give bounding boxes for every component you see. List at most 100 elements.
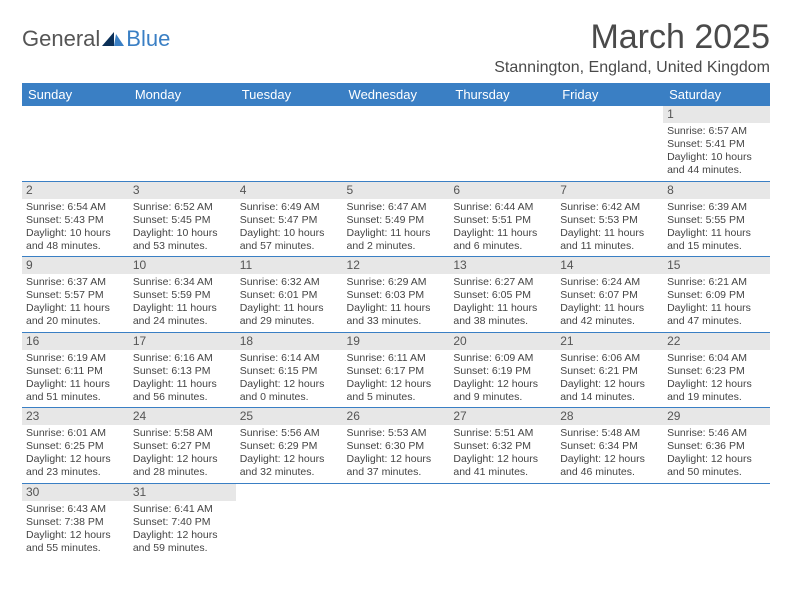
- sunset-text: Sunset: 6:13 PM: [133, 365, 232, 378]
- day-number: 12: [343, 257, 450, 274]
- sunrise-text: Sunrise: 6:19 AM: [26, 352, 125, 365]
- sunset-text: Sunset: 6:17 PM: [347, 365, 446, 378]
- sunset-text: Sunset: 6:32 PM: [453, 440, 552, 453]
- calendar-day-cell: 5Sunrise: 6:47 AMSunset: 5:49 PMDaylight…: [343, 181, 450, 257]
- calendar-day-cell: 21Sunrise: 6:06 AMSunset: 6:21 PMDayligh…: [556, 332, 663, 408]
- calendar-day-cell: [343, 106, 450, 181]
- sunset-text: Sunset: 6:03 PM: [347, 289, 446, 302]
- daylight-text: Daylight: 11 hours and 20 minutes.: [26, 302, 125, 328]
- calendar-day-cell: [343, 483, 450, 558]
- calendar-day-cell: 20Sunrise: 6:09 AMSunset: 6:19 PMDayligh…: [449, 332, 556, 408]
- calendar-day-cell: [22, 106, 129, 181]
- day-number: 7: [556, 182, 663, 199]
- daylight-text: Daylight: 11 hours and 56 minutes.: [133, 378, 232, 404]
- day-number: 31: [129, 484, 236, 501]
- weekday-header: Wednesday: [343, 83, 450, 106]
- calendar-day-cell: 22Sunrise: 6:04 AMSunset: 6:23 PMDayligh…: [663, 332, 770, 408]
- day-number: 29: [663, 408, 770, 425]
- sunrise-text: Sunrise: 6:06 AM: [560, 352, 659, 365]
- sunrise-text: Sunrise: 6:01 AM: [26, 427, 125, 440]
- calendar-week-row: 30Sunrise: 6:43 AMSunset: 7:38 PMDayligh…: [22, 483, 770, 558]
- calendar-day-cell: 16Sunrise: 6:19 AMSunset: 6:11 PMDayligh…: [22, 332, 129, 408]
- sunset-text: Sunset: 5:45 PM: [133, 214, 232, 227]
- sunset-text: Sunset: 6:21 PM: [560, 365, 659, 378]
- day-number: 11: [236, 257, 343, 274]
- calendar-day-cell: 14Sunrise: 6:24 AMSunset: 6:07 PMDayligh…: [556, 257, 663, 333]
- sunset-text: Sunset: 6:15 PM: [240, 365, 339, 378]
- day-details: Sunrise: 6:39 AMSunset: 5:55 PMDaylight:…: [663, 199, 770, 257]
- calendar-day-cell: 26Sunrise: 5:53 AMSunset: 6:30 PMDayligh…: [343, 408, 450, 484]
- daylight-text: Daylight: 10 hours and 48 minutes.: [26, 227, 125, 253]
- sunrise-text: Sunrise: 6:27 AM: [453, 276, 552, 289]
- day-number: 3: [129, 182, 236, 199]
- sunset-text: Sunset: 6:23 PM: [667, 365, 766, 378]
- sunset-text: Sunset: 5:57 PM: [26, 289, 125, 302]
- day-number: 24: [129, 408, 236, 425]
- day-number: 1: [663, 106, 770, 123]
- month-title: March 2025: [494, 18, 770, 57]
- calendar-day-cell: 17Sunrise: 6:16 AMSunset: 6:13 PMDayligh…: [129, 332, 236, 408]
- day-number: 25: [236, 408, 343, 425]
- sunrise-text: Sunrise: 5:51 AM: [453, 427, 552, 440]
- brand-logo: General Blue: [22, 26, 170, 52]
- day-details: Sunrise: 6:27 AMSunset: 6:05 PMDaylight:…: [449, 274, 556, 332]
- sunset-text: Sunset: 6:05 PM: [453, 289, 552, 302]
- day-details: Sunrise: 6:42 AMSunset: 5:53 PMDaylight:…: [556, 199, 663, 257]
- calendar-day-cell: 9Sunrise: 6:37 AMSunset: 5:57 PMDaylight…: [22, 257, 129, 333]
- calendar-day-cell: 19Sunrise: 6:11 AMSunset: 6:17 PMDayligh…: [343, 332, 450, 408]
- sunrise-text: Sunrise: 6:32 AM: [240, 276, 339, 289]
- day-details: Sunrise: 5:53 AMSunset: 6:30 PMDaylight:…: [343, 425, 450, 483]
- day-number: 6: [449, 182, 556, 199]
- sunrise-text: Sunrise: 6:29 AM: [347, 276, 446, 289]
- calendar-day-cell: 15Sunrise: 6:21 AMSunset: 6:09 PMDayligh…: [663, 257, 770, 333]
- sunset-text: Sunset: 6:09 PM: [667, 289, 766, 302]
- day-number: 23: [22, 408, 129, 425]
- sunset-text: Sunset: 7:38 PM: [26, 516, 125, 529]
- calendar-day-cell: 11Sunrise: 6:32 AMSunset: 6:01 PMDayligh…: [236, 257, 343, 333]
- weekday-header: Sunday: [22, 83, 129, 106]
- weekday-header: Friday: [556, 83, 663, 106]
- calendar-day-cell: 10Sunrise: 6:34 AMSunset: 5:59 PMDayligh…: [129, 257, 236, 333]
- calendar-day-cell: 28Sunrise: 5:48 AMSunset: 6:34 PMDayligh…: [556, 408, 663, 484]
- sunrise-text: Sunrise: 6:39 AM: [667, 201, 766, 214]
- title-block: March 2025 Stannington, England, United …: [494, 18, 770, 77]
- sunset-text: Sunset: 6:34 PM: [560, 440, 659, 453]
- day-details: Sunrise: 6:14 AMSunset: 6:15 PMDaylight:…: [236, 350, 343, 408]
- sunrise-text: Sunrise: 6:34 AM: [133, 276, 232, 289]
- sunrise-text: Sunrise: 6:42 AM: [560, 201, 659, 214]
- calendar-day-cell: 25Sunrise: 5:56 AMSunset: 6:29 PMDayligh…: [236, 408, 343, 484]
- day-details: Sunrise: 5:46 AMSunset: 6:36 PMDaylight:…: [663, 425, 770, 483]
- sunrise-text: Sunrise: 6:11 AM: [347, 352, 446, 365]
- daylight-text: Daylight: 11 hours and 2 minutes.: [347, 227, 446, 253]
- sunrise-text: Sunrise: 5:53 AM: [347, 427, 446, 440]
- day-details: Sunrise: 6:32 AMSunset: 6:01 PMDaylight:…: [236, 274, 343, 332]
- calendar-day-cell: 6Sunrise: 6:44 AMSunset: 5:51 PMDaylight…: [449, 181, 556, 257]
- page-header: General Blue March 2025 Stannington, Eng…: [22, 18, 770, 77]
- sunrise-text: Sunrise: 6:54 AM: [26, 201, 125, 214]
- sunset-text: Sunset: 6:07 PM: [560, 289, 659, 302]
- sunset-text: Sunset: 5:43 PM: [26, 214, 125, 227]
- sunset-text: Sunset: 5:47 PM: [240, 214, 339, 227]
- sunrise-text: Sunrise: 6:52 AM: [133, 201, 232, 214]
- sunrise-text: Sunrise: 6:21 AM: [667, 276, 766, 289]
- day-number: 10: [129, 257, 236, 274]
- day-details: Sunrise: 6:37 AMSunset: 5:57 PMDaylight:…: [22, 274, 129, 332]
- weekday-header: Thursday: [449, 83, 556, 106]
- sunrise-text: Sunrise: 6:16 AM: [133, 352, 232, 365]
- calendar-week-row: 16Sunrise: 6:19 AMSunset: 6:11 PMDayligh…: [22, 332, 770, 408]
- sunset-text: Sunset: 5:51 PM: [453, 214, 552, 227]
- day-details: Sunrise: 6:19 AMSunset: 6:11 PMDaylight:…: [22, 350, 129, 408]
- daylight-text: Daylight: 10 hours and 44 minutes.: [667, 151, 766, 177]
- sunrise-text: Sunrise: 6:37 AM: [26, 276, 125, 289]
- day-details: Sunrise: 6:24 AMSunset: 6:07 PMDaylight:…: [556, 274, 663, 332]
- calendar-week-row: 9Sunrise: 6:37 AMSunset: 5:57 PMDaylight…: [22, 257, 770, 333]
- calendar-day-cell: 27Sunrise: 5:51 AMSunset: 6:32 PMDayligh…: [449, 408, 556, 484]
- calendar-week-row: 1Sunrise: 6:57 AMSunset: 5:41 PMDaylight…: [22, 106, 770, 181]
- calendar-day-cell: [236, 106, 343, 181]
- daylight-text: Daylight: 12 hours and 32 minutes.: [240, 453, 339, 479]
- day-details: Sunrise: 5:51 AMSunset: 6:32 PMDaylight:…: [449, 425, 556, 483]
- calendar-day-cell: 1Sunrise: 6:57 AMSunset: 5:41 PMDaylight…: [663, 106, 770, 181]
- daylight-text: Daylight: 11 hours and 6 minutes.: [453, 227, 552, 253]
- sunrise-text: Sunrise: 6:49 AM: [240, 201, 339, 214]
- daylight-text: Daylight: 12 hours and 59 minutes.: [133, 529, 232, 555]
